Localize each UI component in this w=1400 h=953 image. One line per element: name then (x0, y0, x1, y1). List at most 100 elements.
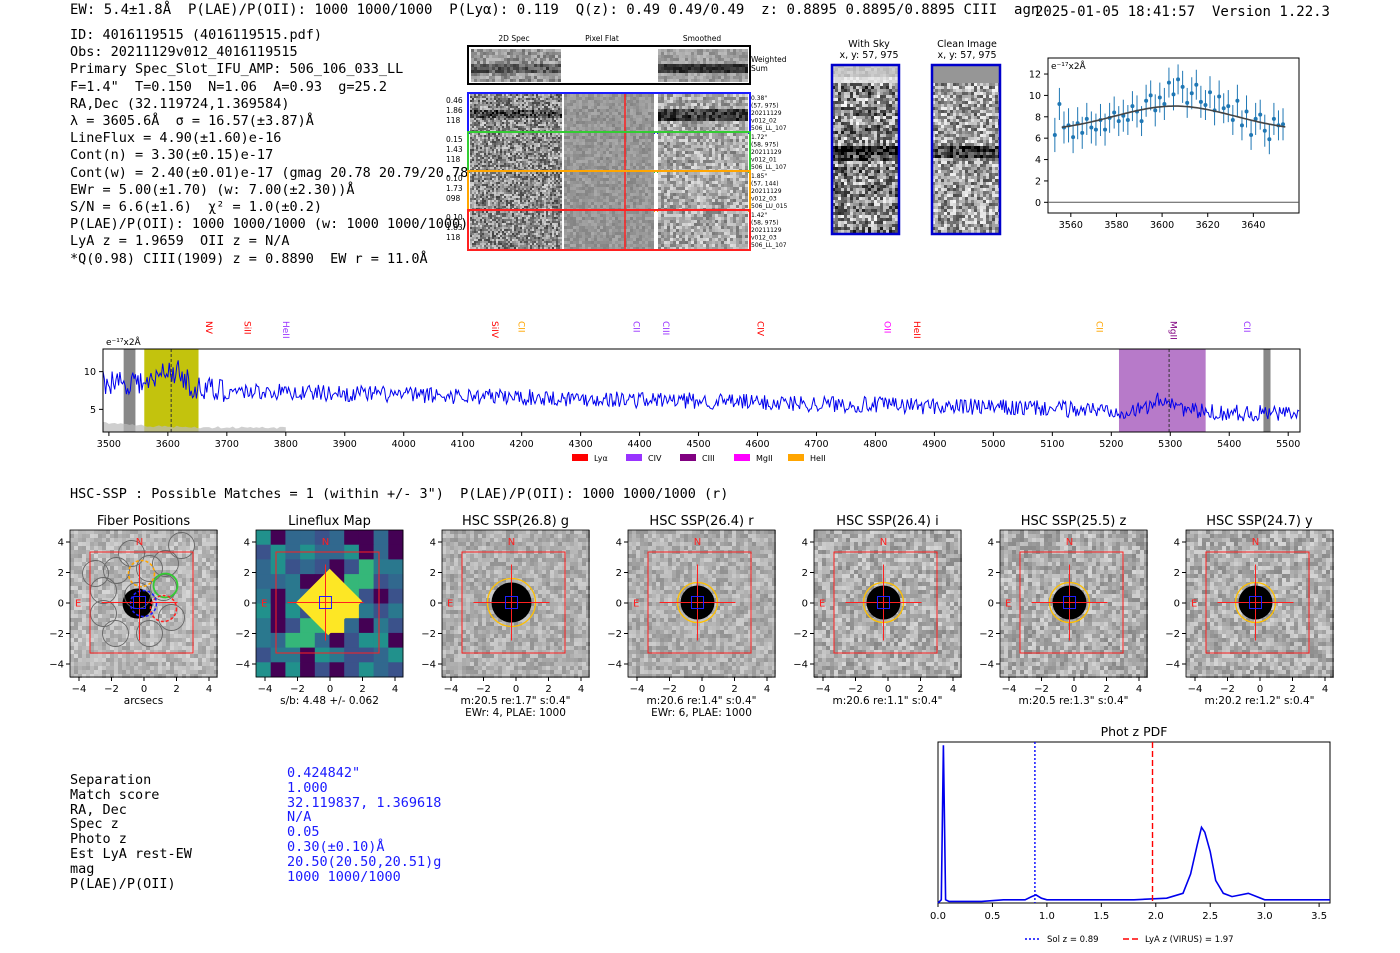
pixel (688, 145, 691, 148)
pixel (495, 52, 498, 55)
pixel (502, 165, 504, 167)
pixel (486, 163, 488, 165)
pixel (476, 96, 478, 98)
pixel (670, 73, 673, 76)
pixel (676, 100, 679, 103)
pixel (691, 52, 694, 55)
pixel (609, 97, 612, 100)
pixel (518, 133, 520, 135)
pixel (507, 79, 510, 82)
pixel (703, 136, 706, 139)
pixel (526, 145, 528, 147)
pixel (496, 161, 498, 163)
pixel (504, 58, 507, 61)
pixel (520, 128, 522, 130)
pixel (558, 200, 560, 202)
pixel (498, 70, 501, 73)
pixel (480, 149, 482, 151)
pixel (718, 160, 721, 163)
pixel (615, 178, 618, 181)
pixel (567, 109, 570, 112)
pixel (664, 61, 667, 64)
pixel (476, 147, 478, 149)
pixel (636, 97, 639, 100)
pixel (627, 121, 630, 124)
pixel (482, 157, 484, 159)
pixel (482, 155, 484, 157)
pixel (651, 145, 654, 148)
pixel (516, 64, 519, 67)
pixel (594, 148, 597, 151)
pixel (524, 149, 526, 151)
pixel (570, 127, 573, 130)
pixel (512, 139, 514, 141)
pixel (500, 122, 502, 124)
pixel (703, 106, 706, 109)
pixel (512, 194, 514, 196)
pixel (546, 167, 548, 169)
pixel (745, 166, 748, 169)
pixel (494, 202, 496, 204)
pixel (470, 149, 472, 151)
pixel (510, 206, 512, 208)
pixel (472, 206, 474, 208)
pixel (564, 139, 567, 142)
pixel (478, 196, 480, 198)
pixel (724, 94, 727, 97)
pixel (730, 55, 733, 58)
pixel (576, 100, 579, 103)
pixel (484, 186, 486, 188)
pixel (530, 145, 532, 147)
pixel (480, 161, 482, 163)
pixel (480, 124, 482, 126)
pixel (492, 192, 494, 194)
pixel (703, 166, 706, 169)
pixel (522, 118, 524, 120)
pixel (482, 104, 484, 106)
pixel (718, 64, 721, 67)
pixel (721, 115, 724, 118)
pixel (688, 64, 691, 67)
pixel (512, 202, 514, 204)
pixel (597, 100, 600, 103)
pixel (585, 100, 588, 103)
pixel (558, 141, 560, 143)
pixel (606, 151, 609, 154)
pixel (718, 121, 721, 124)
pixel (661, 145, 664, 148)
pixel (745, 157, 748, 160)
pixel (498, 73, 501, 76)
pixel (739, 127, 742, 130)
pixel (474, 159, 476, 161)
pixel (492, 70, 495, 73)
pixel (709, 121, 712, 124)
pixel (510, 178, 512, 180)
pixel (642, 106, 645, 109)
pixel (524, 128, 526, 130)
pixel (588, 172, 591, 175)
pixel (645, 172, 648, 175)
pixel (549, 76, 552, 79)
pixel (508, 192, 510, 194)
pixel (588, 112, 591, 115)
pixel (558, 98, 560, 100)
pixel (745, 163, 748, 166)
pixel (664, 163, 667, 166)
pixel (670, 166, 673, 169)
pixel (691, 76, 694, 79)
fiber-stat: 1.43 (446, 145, 463, 154)
pixel (697, 127, 700, 130)
pixel (478, 139, 480, 141)
pixel (591, 157, 594, 160)
pixel (736, 52, 739, 55)
pixel (550, 184, 552, 186)
pixel (558, 167, 560, 169)
pixel (510, 106, 512, 108)
pixel (618, 148, 621, 151)
pixel (514, 96, 516, 98)
pixel (736, 103, 739, 106)
pixel (597, 133, 600, 136)
pixel (560, 182, 562, 184)
pixel (733, 115, 736, 118)
pixel (532, 135, 534, 137)
